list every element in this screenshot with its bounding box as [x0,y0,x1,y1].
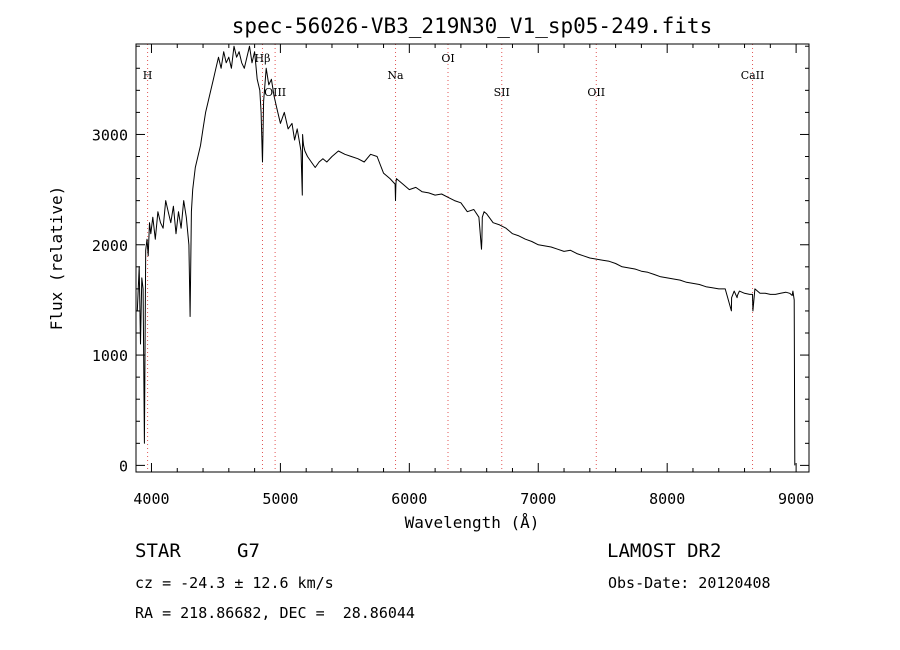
redshift-cz: cz = -24.3 ± 12.6 km/s [135,574,334,592]
y-axis-label: Flux (relative) [47,186,66,331]
survey-name: LAMOST DR2 [607,540,722,562]
line-label-0: H [143,69,153,82]
object-subclass: G7 [237,540,260,562]
axis-ticks: 4000 5000 6000 7000 8000 9000 0 1000 2000 3000 [92,44,814,508]
y-tick-label: 2000 [92,237,128,255]
line-label-3: Na [387,69,404,82]
x-axis-label: Wavelength (Å) [405,513,540,532]
line-label-7: CaII [741,69,765,82]
observation-date: Obs-Date: 20120408 [608,574,771,592]
x-tick-label: 9000 [778,490,814,508]
line-label-2: OIII [264,86,286,99]
spectrum-line [136,45,796,466]
y-tick-label: 3000 [92,126,128,144]
x-tick-label: 4000 [133,490,169,508]
x-tick-label: 8000 [649,490,685,508]
object-class: STAR [135,540,181,562]
line-label-1: Hβ [255,52,271,65]
plot-frame [135,43,810,473]
y-tick-label: 0 [119,457,128,475]
line-label-6: OII [587,86,605,99]
chart-title: spec-56026-VB3_219N30_V1_sp05-249.fits [232,14,712,38]
coordinates: RA = 218.86682, DEC = 28.86044 [135,604,415,622]
line-label-4: OI [441,52,454,65]
line-label-5: SII [494,86,510,99]
y-tick-label: 1000 [92,347,128,365]
x-tick-label: 6000 [391,490,427,508]
spectral-line-markers: H Hβ OIII Na OI SII OII CaII [143,44,765,472]
x-tick-label: 7000 [520,490,556,508]
x-tick-label: 5000 [262,490,298,508]
